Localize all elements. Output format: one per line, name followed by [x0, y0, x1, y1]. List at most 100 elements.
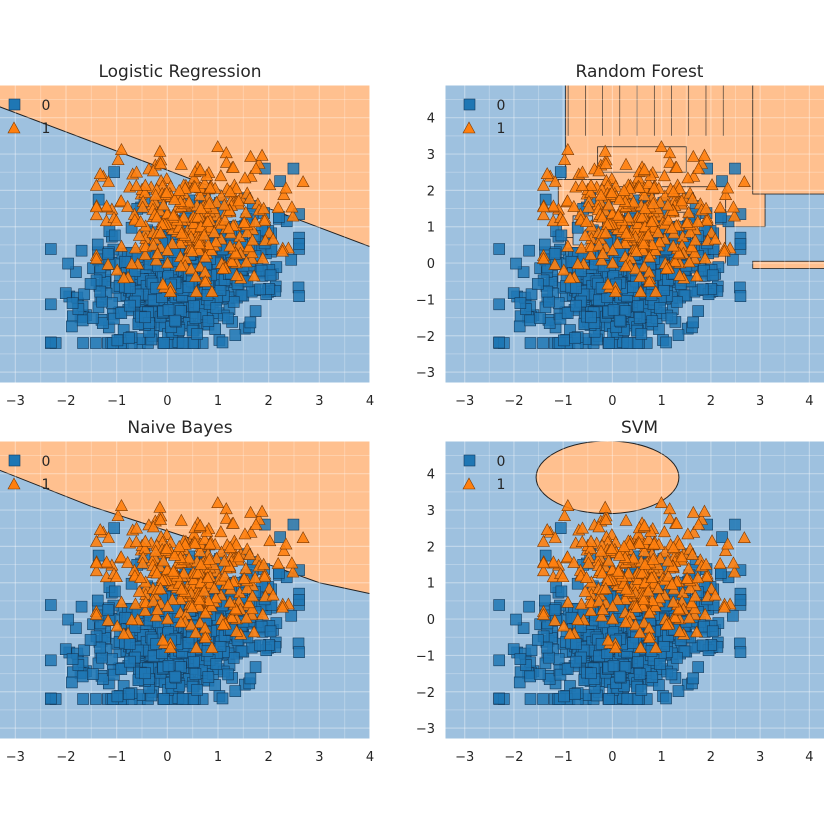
point-class-1: [138, 542, 152, 554]
point-class-0: [627, 281, 639, 293]
point-class-0: [543, 673, 556, 685]
point-class-1: [185, 244, 199, 257]
point-class-0: [548, 248, 561, 260]
point-class-1: [641, 228, 655, 241]
point-class-0: [734, 290, 747, 302]
point-class-1: [216, 262, 230, 275]
point-class-0: [543, 651, 555, 664]
x-tick-label: 2: [707, 394, 715, 409]
point-class-1: [556, 214, 570, 227]
point-class-0: [715, 567, 727, 579]
point-class-0: [729, 518, 741, 531]
point-class-1: [198, 274, 212, 287]
x-tick-label: 1: [658, 394, 666, 409]
point-class-1: [611, 564, 625, 577]
point-class-1: [668, 610, 682, 623]
point-class-0: [264, 625, 277, 638]
point-class-0: [158, 337, 170, 349]
point-class-1: [540, 167, 554, 179]
point-class-1: [561, 239, 575, 252]
point-class-1: [156, 277, 170, 290]
point-class-1: [255, 504, 269, 517]
point-class-1: [177, 210, 191, 223]
point-class-0: [76, 670, 89, 683]
point-class-1: [203, 537, 217, 550]
plot-frame: [0, 440, 371, 740]
point-class-1: [93, 523, 107, 535]
point-class-0: [75, 600, 88, 613]
point-class-1: [536, 178, 550, 191]
point-class-0: [96, 651, 108, 664]
legend-label-0: 0: [497, 98, 506, 114]
point-class-1: [111, 509, 125, 521]
point-class-1: [202, 196, 216, 209]
x-tick-label: 4: [805, 394, 813, 409]
point-class-1: [161, 599, 175, 612]
point-class-0: [727, 609, 739, 622]
point-class-1: [686, 505, 700, 518]
point-class-1: [584, 248, 598, 261]
point-class-1: [277, 544, 291, 556]
point-class-0: [569, 332, 581, 344]
x-tick-label: 3: [315, 394, 323, 409]
point-class-0: [44, 692, 57, 705]
point-class-1: [276, 244, 290, 257]
point-class-0: [90, 693, 102, 705]
point-class-1: [649, 285, 663, 297]
point-class-0: [191, 328, 203, 340]
point-class-0: [87, 668, 99, 680]
point-class-1: [89, 200, 103, 213]
point-class-0: [561, 663, 574, 675]
x-tick-label: −2: [56, 750, 75, 765]
x-tick-label: 1: [214, 394, 222, 409]
point-class-1: [174, 157, 188, 170]
legend-marker-1: [7, 477, 21, 490]
point-class-1: [596, 246, 610, 259]
point-class-1: [635, 210, 649, 223]
point-class-0: [558, 690, 570, 703]
y-tick-label: 1: [427, 221, 435, 236]
point-class-1: [114, 595, 128, 608]
point-class-0: [558, 334, 570, 347]
plot-area: [0, 441, 370, 739]
point-class-1: [651, 581, 665, 594]
point-class-1: [637, 592, 651, 605]
point-class-1: [618, 592, 632, 605]
point-class-0: [543, 317, 556, 329]
point-class-1: [168, 192, 182, 205]
point-class-1: [191, 210, 205, 223]
point-class-1: [691, 571, 705, 584]
point-class-1: [536, 200, 550, 213]
point-class-1: [89, 607, 103, 620]
point-class-0: [607, 303, 620, 316]
point-class-1: [721, 537, 735, 550]
point-class-0: [66, 676, 78, 689]
point-class-0: [706, 269, 719, 282]
point-class-0: [123, 332, 135, 344]
point-class-1: [163, 285, 177, 297]
point-class-1: [226, 516, 240, 529]
point-class-1: [692, 517, 706, 530]
point-class-1: [700, 213, 714, 226]
point-class-1: [663, 155, 677, 168]
point-class-0: [632, 300, 644, 312]
point-class-1: [575, 535, 589, 548]
point-class-1: [204, 599, 218, 612]
point-class-1: [193, 518, 207, 531]
point-class-1: [217, 554, 231, 567]
point-class-0: [635, 684, 648, 696]
point-class-1: [207, 225, 221, 238]
point-class-0: [222, 312, 234, 325]
point-class-0: [632, 656, 644, 668]
point-class-1: [581, 556, 595, 569]
point-class-1: [182, 551, 196, 564]
point-class-1: [132, 228, 146, 241]
point-class-0: [570, 299, 582, 312]
point-class-1: [247, 269, 261, 282]
point-class-0: [77, 337, 89, 349]
point-class-1: [595, 210, 609, 223]
point-class-1: [629, 600, 643, 613]
point-class-1: [150, 566, 164, 579]
point-class-1: [617, 183, 631, 196]
point-class-1: [101, 531, 115, 543]
